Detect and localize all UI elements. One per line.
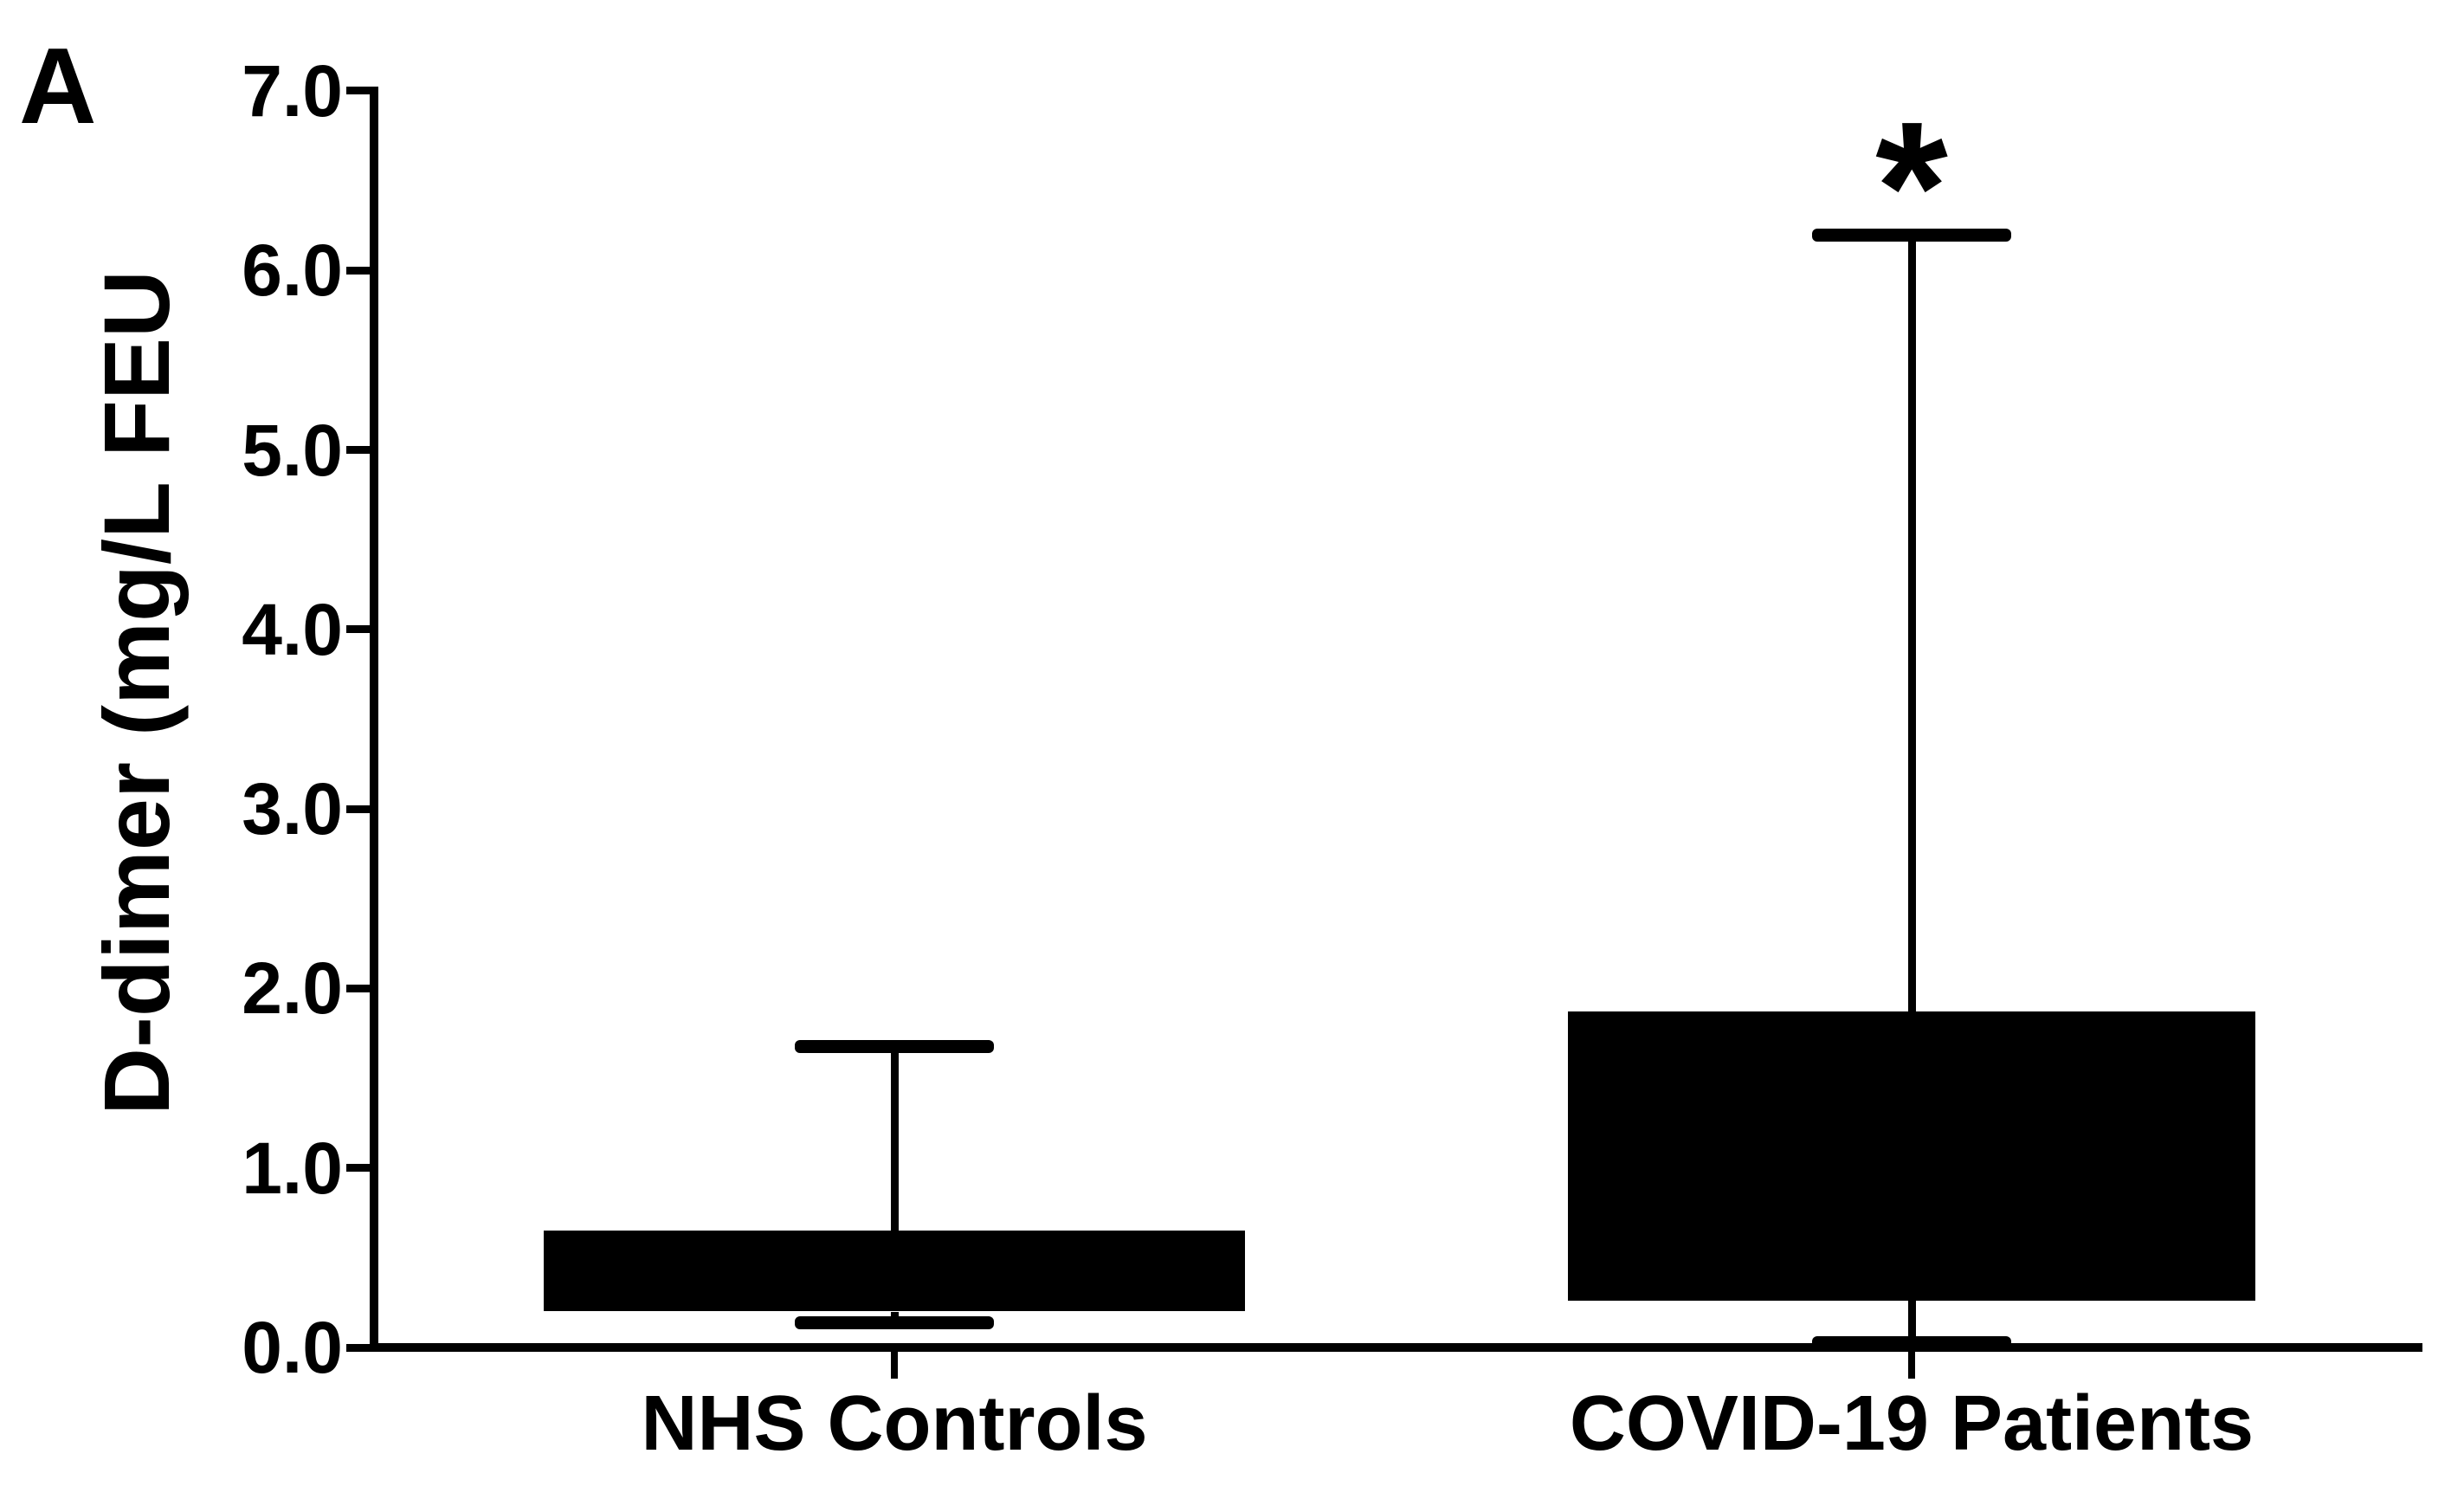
y-axis-tick [346, 985, 372, 992]
upper-whisker-line [891, 1046, 899, 1231]
upper-whisker-line [1908, 235, 1916, 1012]
y-axis-tick [346, 1164, 372, 1172]
upper-whisker-cap [795, 1040, 994, 1053]
box [1568, 1011, 2255, 1301]
box [544, 1231, 1245, 1311]
x-axis-category-label: COVID-19 Patients [1569, 1380, 2254, 1467]
x-axis-tick [1908, 1352, 1915, 1379]
y-axis-tick-label: 5.0 [242, 410, 343, 491]
y-axis-tick-label: 1.0 [242, 1128, 343, 1209]
x-axis-tick [891, 1352, 898, 1379]
y-axis-tick [346, 1344, 372, 1352]
x-axis-category-label: NHS Controls [641, 1380, 1148, 1467]
y-axis-title: D-dimer (mg/L FEU [84, 269, 189, 1116]
y-axis-tick-label: 6.0 [242, 229, 343, 311]
x-axis-line [370, 1343, 2422, 1352]
y-axis-tick-label: 7.0 [242, 50, 343, 132]
y-axis-tick-label: 4.0 [242, 589, 343, 670]
y-axis-tick-label: 2.0 [242, 947, 343, 1029]
panel-label: A [19, 27, 97, 146]
y-axis-tick [346, 805, 372, 813]
y-axis-tick-label: 0.0 [242, 1307, 343, 1388]
upper-whisker-cap [1812, 229, 2011, 242]
significance-asterisk: * [1875, 82, 1948, 291]
y-axis-tick [346, 446, 372, 454]
y-axis-tick-label: 3.0 [242, 768, 343, 850]
y-axis-tick [346, 87, 372, 94]
y-axis-tick [346, 267, 372, 275]
lower-whisker-cap [795, 1316, 994, 1329]
lower-whisker-cap [1812, 1336, 2011, 1349]
lower-whisker-line [1908, 1301, 1916, 1342]
y-axis-tick [346, 625, 372, 633]
y-axis-line [370, 87, 378, 1352]
